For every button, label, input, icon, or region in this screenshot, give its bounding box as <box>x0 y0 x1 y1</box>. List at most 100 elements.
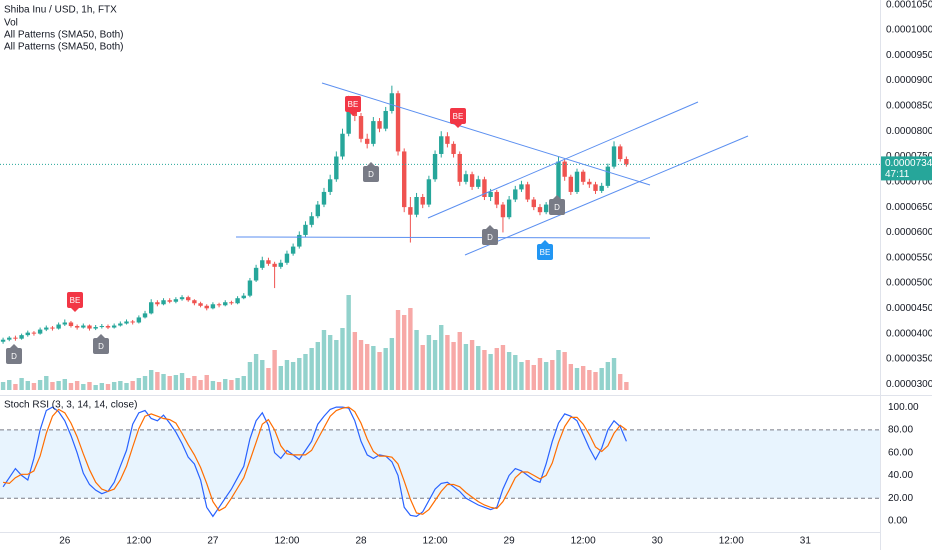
pattern-pointer <box>541 240 549 244</box>
volume-bar <box>402 315 407 390</box>
pattern-marker: BE <box>67 292 83 312</box>
candle-body <box>192 300 197 304</box>
volume-bar <box>142 376 148 390</box>
candle-body <box>402 151 407 208</box>
volume-bar <box>494 348 499 390</box>
pattern-label: BE <box>348 100 359 109</box>
trend-lines <box>235 82 749 256</box>
candle-body <box>562 161 567 177</box>
volume-bar <box>469 340 475 390</box>
candle-body <box>0 339 6 342</box>
candle-body <box>247 280 253 296</box>
candle-body <box>383 110 388 129</box>
y2-tick-label: 80.00 <box>888 425 913 436</box>
candle-body <box>118 323 123 326</box>
indicator-label: Stoch RSI (3, 3, 14, 14, close) <box>4 400 137 411</box>
volume-bar <box>519 362 524 390</box>
candle-body <box>297 234 302 247</box>
candle-body <box>543 204 549 213</box>
pattern-pointer <box>97 334 105 338</box>
candle-body <box>229 302 234 304</box>
x-tick-label: 26 <box>59 536 71 547</box>
candle-body <box>87 325 92 329</box>
trend-line <box>427 101 699 219</box>
pattern-pointer <box>454 124 462 128</box>
y2-tick-label: 40.00 <box>888 470 913 481</box>
volume-bar <box>223 379 228 390</box>
candle-body <box>216 304 222 306</box>
volume-bar <box>383 348 388 390</box>
candle-body <box>309 216 314 225</box>
candle-body <box>161 300 166 305</box>
volume-bar <box>531 365 537 390</box>
candle-body <box>580 171 586 182</box>
volume-bar <box>192 376 197 390</box>
volume-bar <box>290 362 296 390</box>
candle-body <box>235 298 240 304</box>
x-tick-label: 12:00 <box>423 536 448 547</box>
candle-body <box>377 121 382 129</box>
volume-bar <box>451 342 456 390</box>
volume-bar <box>68 383 74 390</box>
volume-bar <box>587 370 592 390</box>
volume-bar <box>19 378 24 390</box>
pattern-pointer <box>349 112 357 116</box>
candle-body <box>142 313 148 318</box>
volume-bar <box>235 378 240 390</box>
volume-bar <box>148 370 154 390</box>
y2-tick-label: 20.00 <box>888 493 913 504</box>
pattern-marker: D <box>6 344 22 364</box>
candle-body <box>105 326 111 328</box>
volume-bar <box>229 380 234 390</box>
volume-bar <box>81 384 86 390</box>
volume-bar <box>216 382 222 390</box>
volume-bar <box>124 383 129 390</box>
candle-body <box>439 136 444 154</box>
pattern-label: D <box>368 170 374 179</box>
candle-body <box>124 321 129 324</box>
pattern-marker: D <box>363 162 379 182</box>
candle-body <box>395 93 401 152</box>
pattern-box <box>537 244 553 260</box>
volume-bar <box>272 350 277 390</box>
stoch-line <box>2 406 627 515</box>
volume-bar <box>364 344 370 390</box>
volume-bar <box>186 378 191 390</box>
volume-bar <box>617 374 623 390</box>
x-tick-label: 12:00 <box>274 536 299 547</box>
candle-body <box>420 196 425 205</box>
volume-bar <box>537 358 543 390</box>
volume-bar <box>556 350 561 390</box>
volume-bar <box>543 362 549 390</box>
candle-body <box>587 181 592 185</box>
candle-body <box>500 204 506 218</box>
pattern-pointer <box>10 344 18 348</box>
pattern-box <box>6 348 22 364</box>
candle-body <box>223 302 228 306</box>
volume-bar <box>7 380 12 390</box>
candle-body <box>327 179 333 192</box>
candle-body <box>50 327 55 329</box>
candle-body <box>167 300 172 302</box>
candle-body <box>364 138 370 144</box>
volume-bar <box>44 376 49 390</box>
x-tick-label: 12:00 <box>719 536 744 547</box>
volume-bar <box>105 384 111 390</box>
candle-body <box>93 327 98 329</box>
volume-bar <box>525 360 530 390</box>
volume-bar <box>371 346 376 390</box>
candle-body <box>31 332 37 334</box>
volume-bar <box>445 335 450 390</box>
pattern-label: D <box>98 342 104 351</box>
pattern-box <box>482 229 498 245</box>
volume-bar <box>247 362 253 390</box>
volume-bar <box>414 330 419 390</box>
candle-body <box>99 326 105 328</box>
volume-bar <box>284 360 290 390</box>
